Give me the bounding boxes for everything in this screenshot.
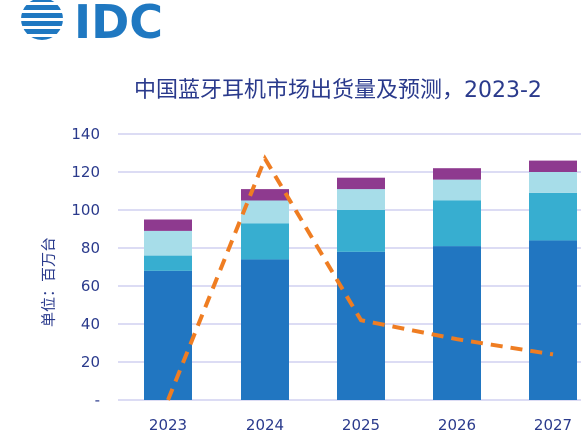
bar-segment — [337, 210, 385, 252]
y-tick-label: - — [95, 391, 100, 409]
bar-segment — [529, 172, 577, 193]
y-tick-label: 40 — [81, 315, 100, 333]
bar-segment — [241, 200, 289, 224]
bar-segment — [529, 160, 577, 172]
x-tick-label: 2023 — [149, 416, 187, 434]
bar-segment — [529, 240, 577, 400]
bar-segment — [144, 270, 192, 400]
bar-segment — [337, 189, 385, 210]
bar-segment — [529, 192, 577, 241]
y-tick-label: 100 — [71, 201, 100, 219]
bar-segment — [433, 168, 481, 180]
y-tick-label: 80 — [81, 239, 100, 257]
forecast-line — [166, 154, 554, 401]
bar-segment — [433, 179, 481, 201]
y-tick-label: 20 — [81, 353, 100, 371]
bar-segment — [433, 246, 481, 400]
bar-segment — [241, 189, 289, 201]
x-tick-label: 2025 — [342, 416, 380, 434]
globe-icon — [21, 0, 63, 40]
bar-segment — [144, 219, 192, 231]
x-tick-label: 2027 — [534, 416, 572, 434]
bar-segment — [337, 177, 385, 190]
y-tick-label: 120 — [71, 163, 100, 181]
bar-segment — [144, 255, 192, 271]
bar-segment — [337, 251, 385, 400]
x-tick-label: 2026 — [438, 416, 476, 434]
bar-segment — [241, 259, 289, 400]
logo-text: IDC — [74, 0, 163, 46]
bar-segment — [433, 200, 481, 247]
bar-segment — [241, 223, 289, 260]
idc-logo: IDC — [18, 0, 188, 50]
x-tick-label: 2024 — [246, 416, 284, 434]
y-tick-label: 60 — [81, 277, 100, 295]
y-tick-label: 140 — [71, 125, 100, 143]
chart-title: 中国蓝牙耳机市场出货量及预测，2023-2 — [134, 78, 542, 103]
bar-segment — [144, 230, 192, 256]
